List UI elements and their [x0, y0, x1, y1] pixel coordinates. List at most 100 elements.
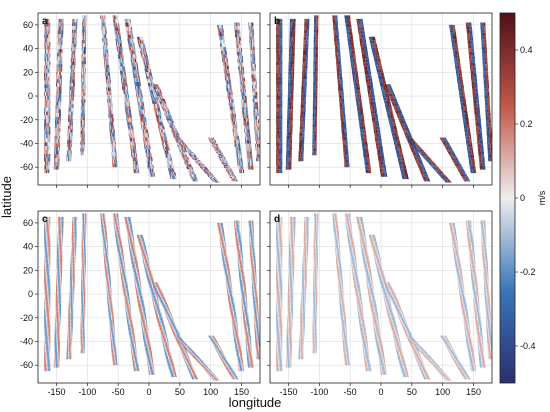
- swath-cell: [368, 93, 370, 98]
- swath-cell: [258, 140, 260, 144]
- swath-cell: [278, 111, 280, 116]
- swath-cell: [308, 22, 310, 26]
- swath-cell: [314, 29, 316, 33]
- swath-cell: [47, 88, 49, 93]
- swath-cell: [338, 79, 340, 84]
- swath-cell: [354, 86, 356, 91]
- swath-cell: [287, 154, 288, 159]
- swath-cell: [83, 71, 85, 75]
- swath-cell: [235, 117, 237, 122]
- swath-cell: [367, 74, 369, 79]
- swath-cell: [359, 110, 361, 114]
- swath-cell: [301, 139, 303, 144]
- swath-cell: [369, 86, 372, 90]
- swath-cell: [111, 121, 113, 126]
- swath-cell: [75, 33, 76, 37]
- swath-cell: [68, 115, 70, 119]
- swath-cell: [341, 83, 344, 88]
- swath-cell: [365, 54, 367, 59]
- swath-cell: [280, 34, 282, 39]
- swath-cell: [44, 150, 46, 154]
- swath-cell: [240, 48, 243, 52]
- swath-cell: [59, 128, 61, 132]
- swath-cell: [55, 135, 57, 140]
- swath-cell: [252, 60, 254, 65]
- swath-cell: [67, 143, 68, 147]
- swath-cell: [316, 134, 317, 138]
- swath-cell: [345, 136, 347, 141]
- swath-cell: [358, 30, 360, 35]
- swath-cell: [180, 139, 183, 141]
- swath-cell: [119, 35, 122, 39]
- swath-cell: [82, 99, 84, 103]
- swath-cell: [360, 106, 362, 110]
- swath-cell: [256, 157, 258, 162]
- swath-cell: [160, 136, 163, 140]
- swath-cell: [170, 172, 173, 176]
- swath-cell: [128, 42, 130, 47]
- swath-cell: [246, 114, 248, 119]
- swath-cell: [46, 138, 48, 143]
- swath-cell: [200, 163, 203, 165]
- swath-cell: [251, 78, 253, 82]
- swath-cell: [119, 62, 122, 67]
- swath-cell: [130, 50, 132, 55]
- swath-cell: [304, 26, 306, 30]
- swath-cell: [58, 158, 60, 162]
- swath-cell: [313, 64, 315, 68]
- swath-cell: [57, 60, 59, 65]
- swath-cell: [107, 68, 109, 73]
- swath-cell: [369, 97, 372, 102]
- swath-cell: [337, 83, 339, 88]
- swath-cell: [252, 26, 254, 30]
- swath-cell: [195, 157, 198, 159]
- swath-cell: [239, 74, 241, 78]
- swath-cell: [132, 38, 135, 43]
- swath-cell: [258, 143, 260, 148]
- swath-cell: [57, 75, 59, 80]
- swath-cell: [218, 28, 221, 33]
- swath-cell: [236, 128, 239, 133]
- swath-cell: [145, 58, 148, 62]
- swath-cell: [362, 46, 365, 51]
- swath-cell: [254, 98, 256, 103]
- swath-cell: [220, 151, 223, 153]
- swath-cell: [358, 90, 360, 95]
- swath-cell: [346, 163, 348, 168]
- swath-cell: [281, 150, 283, 154]
- swath-cell: [317, 50, 318, 54]
- swath-cell: [152, 79, 154, 83]
- swath-cell: [56, 86, 57, 91]
- swath-cell: [166, 157, 169, 162]
- swath-cell: [195, 176, 198, 179]
- swath-cell: [154, 100, 156, 105]
- swath-cell: [288, 158, 290, 162]
- swath-cell: [161, 106, 164, 109]
- swath-cell: [146, 61, 149, 66]
- swath-cell: [247, 140, 250, 144]
- swath-cell: [126, 90, 128, 95]
- swath-cell: [231, 176, 233, 178]
- swath-cell: [128, 121, 131, 126]
- swath-cell: [239, 29, 241, 34]
- swath-cell: [58, 147, 60, 151]
- swath-cell: [173, 137, 176, 139]
- swath-cell: [212, 178, 215, 180]
- swath-cell: [170, 118, 173, 121]
- swath-cell: [145, 68, 148, 73]
- swath-cell: [59, 143, 60, 147]
- swath-cell: [253, 39, 255, 44]
- swath-cell: [158, 98, 161, 102]
- swath-cell: [220, 156, 222, 158]
- swath-cell: [342, 140, 344, 145]
- swath-cell: [277, 142, 279, 147]
- swath-cell: [190, 171, 193, 175]
- swath-cell: [365, 62, 367, 67]
- swath-cell: [348, 43, 350, 47]
- swath-cell: [44, 72, 46, 77]
- swath-cell: [241, 96, 244, 100]
- swath-cell: [146, 68, 149, 73]
- swath-cell: [67, 143, 69, 147]
- swath-cell: [277, 57, 279, 62]
